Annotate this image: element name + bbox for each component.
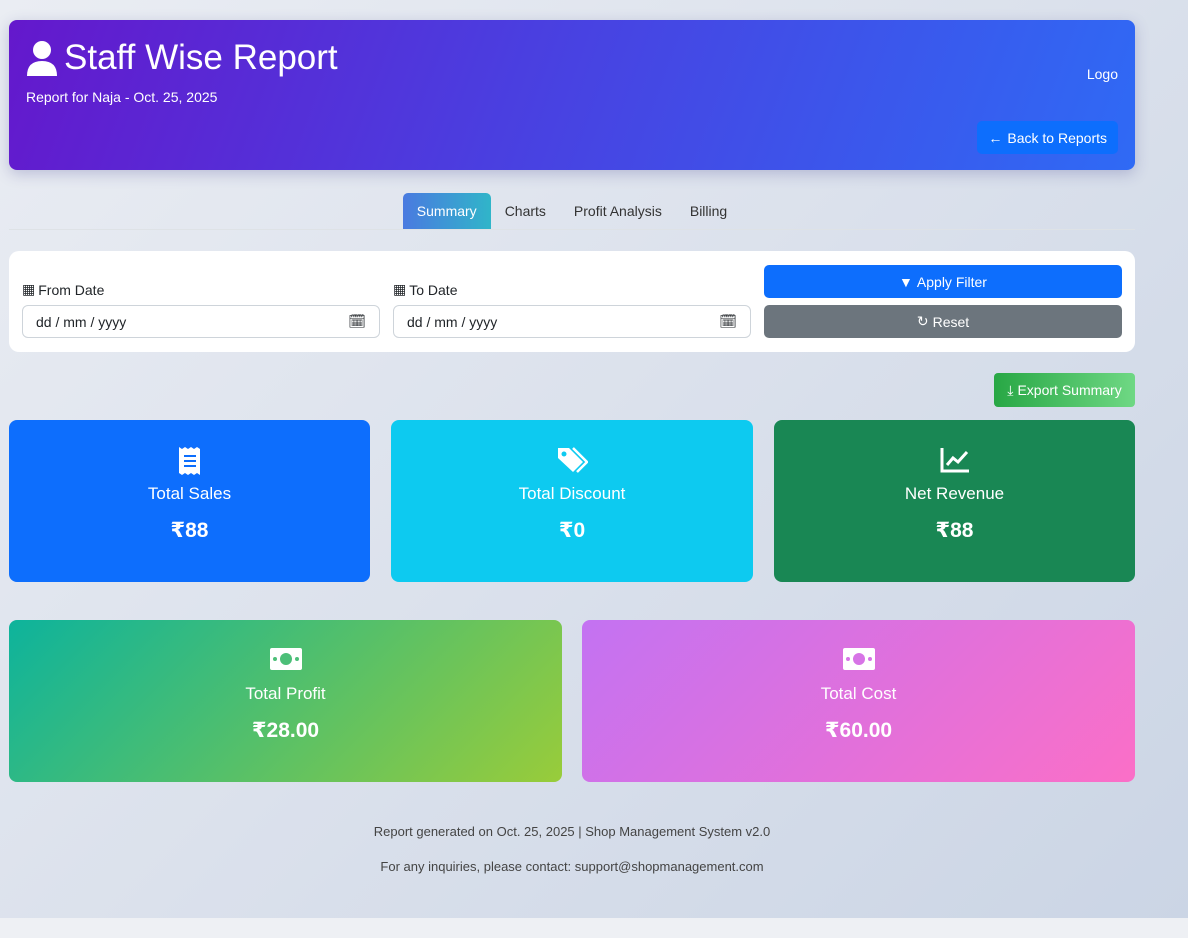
card-value: ₹0 [558, 519, 586, 542]
report-tabs: Summary Charts Profit Analysis Billing [9, 193, 1135, 230]
title-text: Staff Wise Report [64, 38, 338, 77]
export-summary-button[interactable]: ⤓ Export Summary [994, 373, 1135, 407]
footer-generated: Report generated on Oct. 25, 2025 | Shop… [373, 824, 771, 839]
apply-label: Apply Filter [916, 273, 987, 290]
footer-contact: For any inquiries, please contact: suppo… [380, 859, 764, 874]
card-label: Total Profit [245, 684, 326, 703]
to-date-text: To Date [409, 281, 458, 298]
to-date-placeholder: dd / mm / yyyy [407, 313, 498, 330]
report-header: Staff Wise Report Report for Naja - Oct.… [9, 20, 1135, 170]
download-icon: ⤓ [1007, 381, 1014, 398]
redo-icon: ↻ [916, 313, 929, 329]
apply-filter-button[interactable]: ▼ Apply Filter [764, 265, 1122, 298]
card-value: ₹28.00 [251, 719, 320, 742]
reset-button[interactable]: ↻ Reset [764, 305, 1122, 338]
from-date-placeholder: dd / mm / yyyy [36, 313, 127, 330]
calendar-icon: ▦ [393, 281, 407, 297]
from-date-input[interactable]: dd / mm / yyyy 🗓 [22, 305, 380, 338]
from-date-label: ▦ From Date [22, 281, 104, 298]
receipt-icon [178, 447, 200, 475]
report-subtitle: Report for Naja - Oct. 25, 2025 [26, 89, 218, 105]
total-profit-card: Total Profit ₹28.00 [9, 620, 562, 782]
card-label: Total Discount [518, 484, 626, 503]
reset-label: Reset [932, 313, 970, 330]
calendar-picker-icon[interactable]: 🗓 [348, 313, 366, 329]
back-label: Back to Reports [1007, 129, 1107, 146]
tab-billing[interactable]: Billing [689, 203, 728, 219]
arrow-left-icon: ← [988, 129, 1003, 146]
calendar-picker-icon[interactable]: 🗓 [719, 313, 737, 329]
chart-line-icon [940, 448, 969, 473]
calendar-icon: ▦ [22, 281, 36, 297]
filter-icon: ▼ [899, 273, 913, 290]
net-revenue-card: Net Revenue ₹88 [774, 420, 1135, 582]
total-sales-card: Total Sales ₹88 [9, 420, 370, 582]
page-title: Staff Wise Report [26, 38, 338, 78]
card-value: ₹88 [935, 519, 974, 542]
card-label: Total Sales [147, 484, 232, 503]
card-label: Net Revenue [904, 484, 1005, 503]
to-date-label: ▦ To Date [393, 281, 457, 298]
money-bill-icon [269, 648, 302, 670]
card-value: ₹88 [170, 519, 209, 542]
tags-icon [558, 447, 588, 473]
page: Staff Wise Report Report for Naja - Oct.… [0, 0, 1188, 918]
logo: Logo [1086, 66, 1118, 82]
money-bill-icon [842, 648, 875, 670]
back-to-reports-button[interactable]: ← Back to Reports [977, 121, 1118, 154]
tab-summary[interactable]: Summary [402, 193, 491, 229]
card-label: Total Cost [820, 684, 897, 703]
tab-charts[interactable]: Charts [504, 203, 546, 219]
from-date-text: From Date [38, 281, 105, 298]
card-value: ₹60.00 [824, 719, 893, 742]
total-discount-card: Total Discount ₹0 [391, 420, 753, 582]
date-filter-panel: ▦ From Date dd / mm / yyyy 🗓 ▦ To Date dd /… [9, 251, 1135, 352]
export-label: Export Summary [1017, 382, 1122, 398]
tab-profit-analysis[interactable]: Profit Analysis [573, 203, 662, 219]
total-cost-card: Total Cost ₹60.00 [582, 620, 1135, 782]
to-date-input[interactable]: dd / mm / yyyy 🗓 [393, 305, 751, 338]
user-icon [27, 41, 57, 76]
